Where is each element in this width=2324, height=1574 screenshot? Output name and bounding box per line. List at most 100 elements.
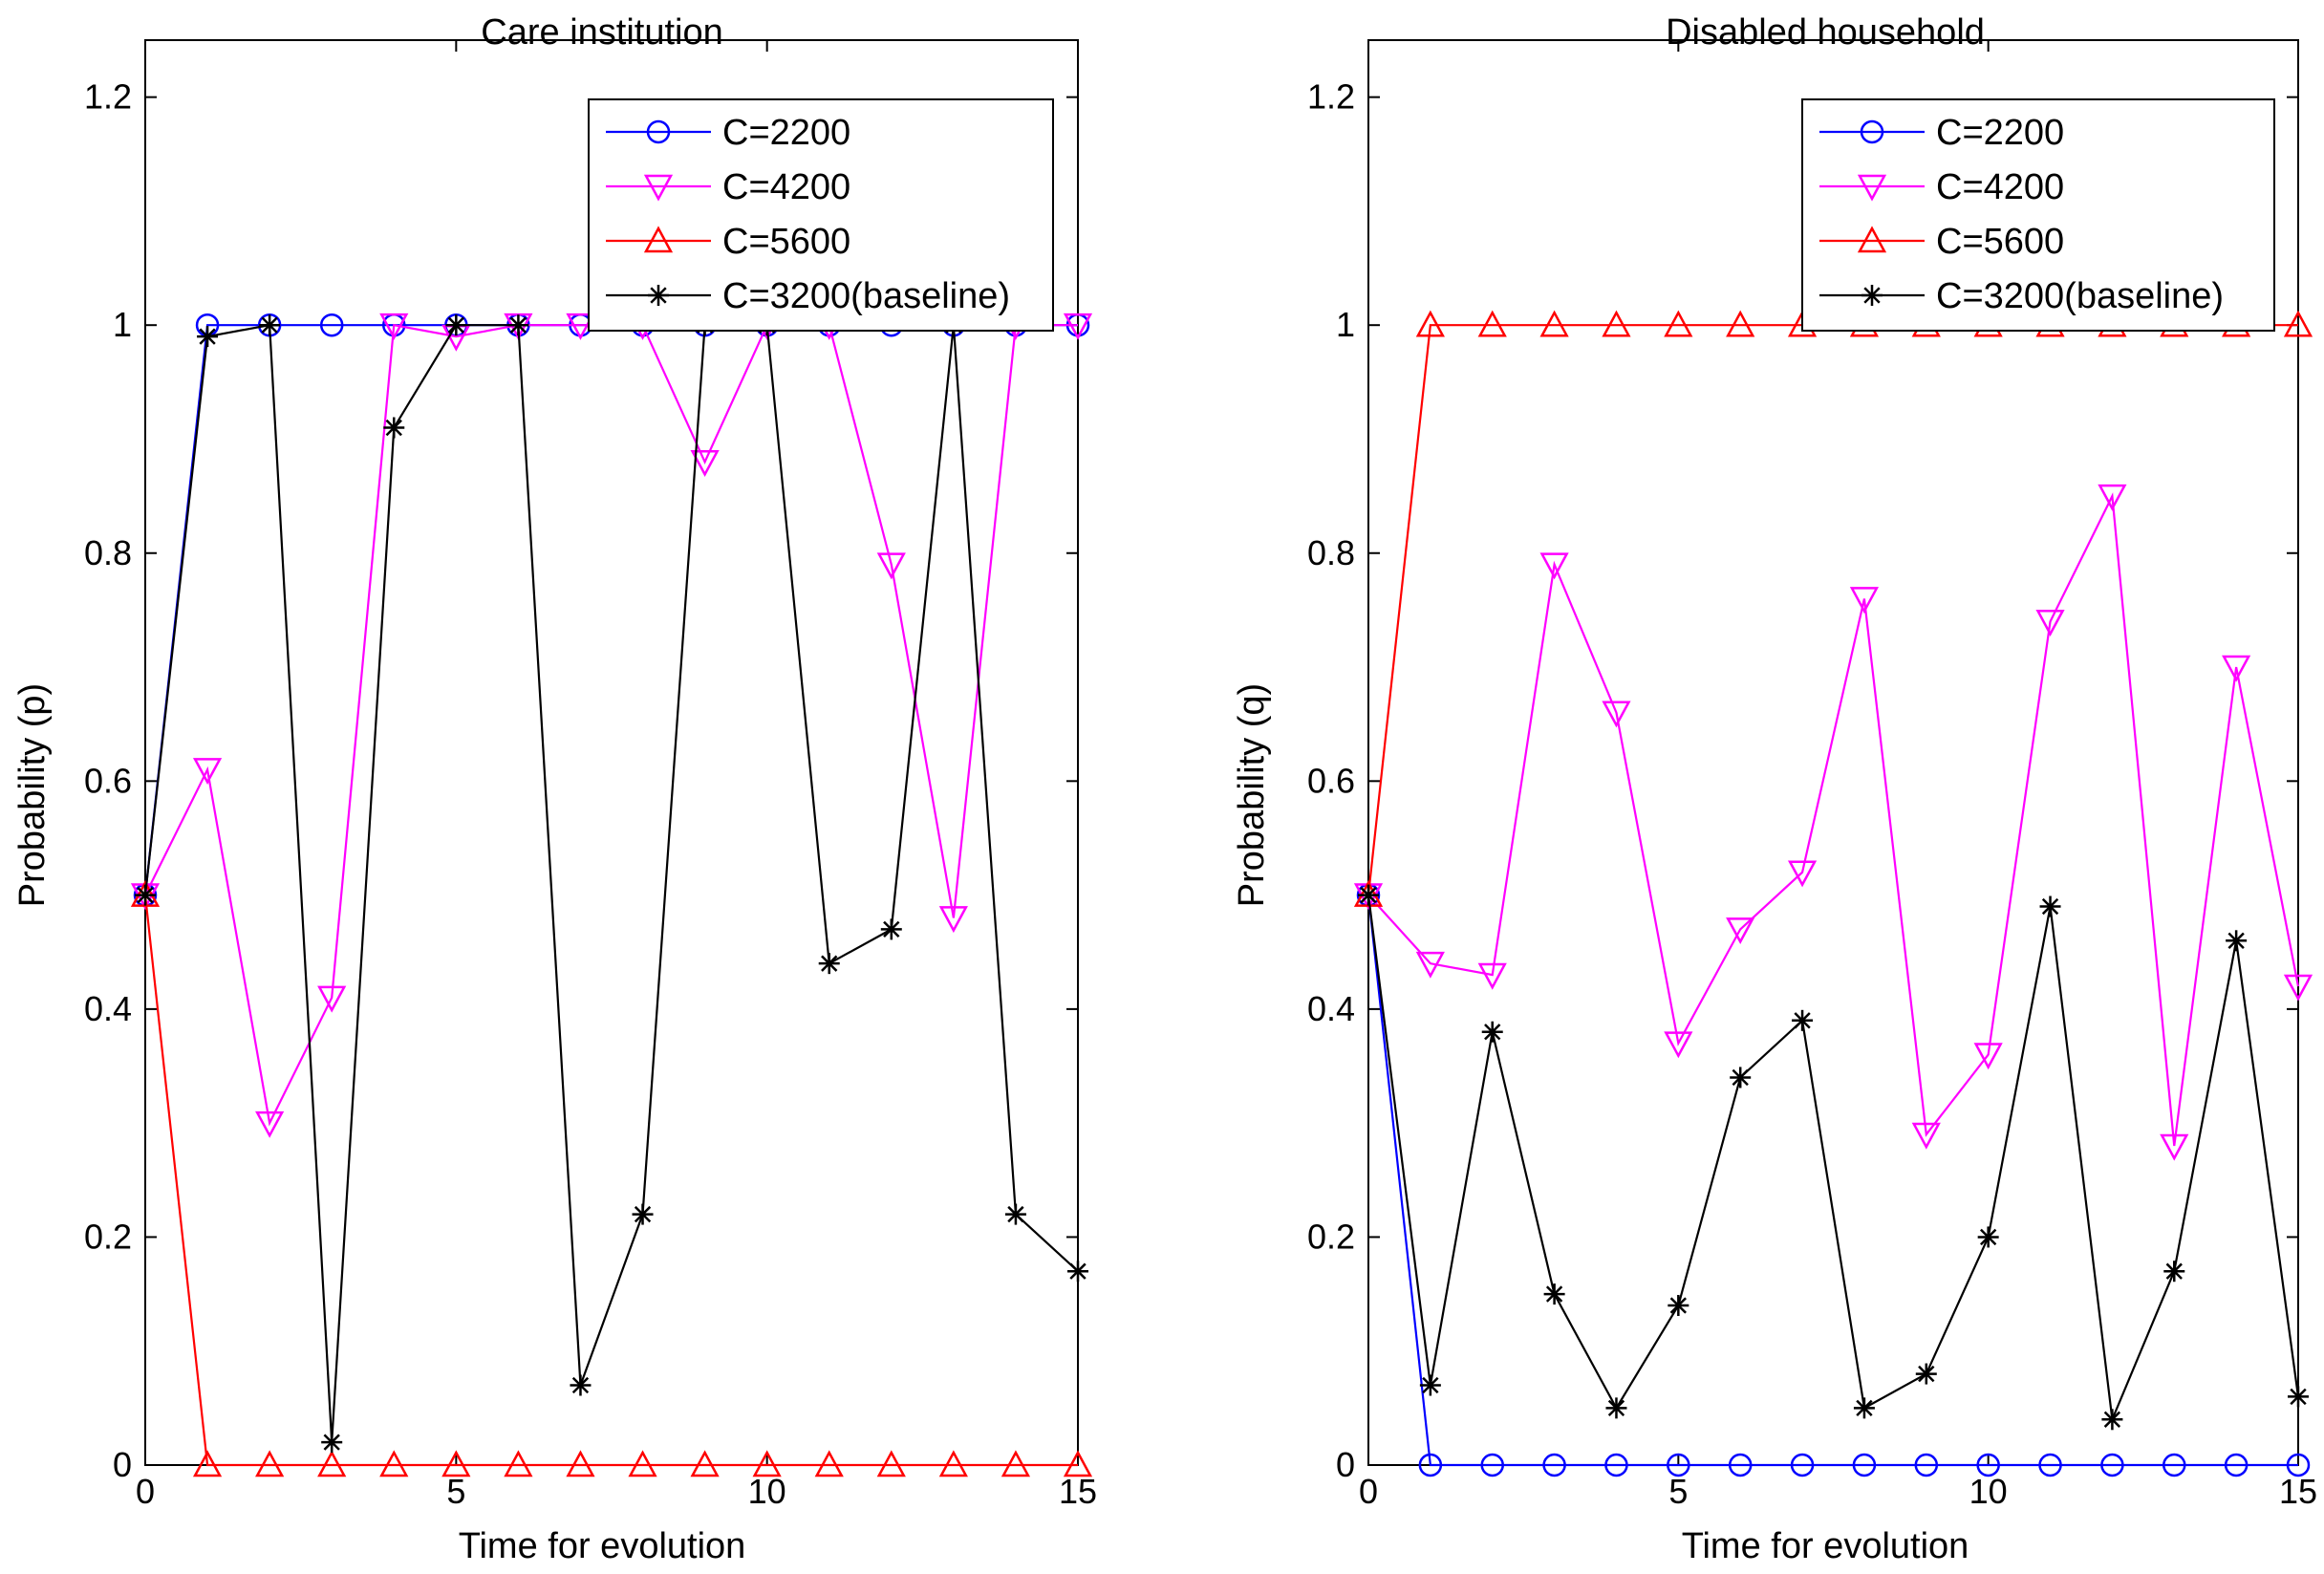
data-point — [1480, 1453, 1504, 1477]
series-C=5600 — [130, 879, 1093, 1477]
legend-label: C=3200(baseline) — [1936, 276, 2224, 316]
data-point — [1973, 1043, 2003, 1070]
x-tick-label: 15 — [1059, 1472, 1097, 1511]
data-point — [2101, 1409, 2123, 1431]
legend-item: C=2200 — [606, 113, 850, 153]
data-point — [1915, 1363, 1937, 1385]
y-tick-label: 0.6 — [1307, 761, 1355, 800]
series-line — [1367, 492, 2300, 1147]
y-axis-label: Probability (q) — [1232, 683, 1272, 907]
data-point — [2283, 310, 2313, 337]
x-tick-label: 10 — [748, 1472, 786, 1511]
data-point — [259, 314, 281, 336]
legend-marker — [1861, 285, 1883, 306]
legend-label: C=3200(baseline) — [722, 276, 1010, 316]
data-point — [690, 1450, 720, 1477]
data-point — [876, 552, 906, 580]
series-line — [143, 323, 1079, 1443]
data-point — [445, 314, 467, 336]
data-point — [1477, 962, 1507, 990]
data-point — [2038, 1453, 2062, 1477]
data-point — [2100, 1453, 2124, 1477]
legend-item: C=4200 — [606, 167, 850, 207]
data-point — [1415, 951, 1445, 979]
data-point — [2283, 974, 2313, 1002]
legend-marker — [1857, 226, 1887, 253]
data-point — [1728, 1453, 1753, 1477]
data-point — [1792, 1009, 1814, 1031]
data-point — [752, 1450, 782, 1477]
y-tick-label: 0.4 — [84, 989, 132, 1028]
y-tick-label: 0 — [1336, 1445, 1355, 1484]
legend: C=2200 C=4200 C=5600 C=3200(baseline) — [1801, 98, 2275, 332]
data-point — [1668, 1295, 1689, 1317]
legend-marker — [643, 226, 674, 253]
data-point — [255, 1450, 285, 1477]
data-point — [1004, 1203, 1026, 1225]
legend: C=2200 C=4200 C=5600 C=3200(baseline) — [588, 98, 1054, 332]
data-point — [1726, 917, 1755, 945]
x-tick-label: 10 — [1969, 1472, 2008, 1511]
legend-item: C=4200 — [1819, 167, 2064, 207]
data-point — [192, 758, 223, 786]
data-point — [1063, 313, 1093, 340]
data-point — [1605, 1397, 1627, 1419]
data-point — [1067, 1261, 1088, 1283]
data-point — [2098, 484, 2127, 511]
legend-item: C=5600 — [1819, 222, 2064, 262]
data-point — [317, 1450, 347, 1477]
y-tick-label: 0 — [113, 1445, 132, 1484]
series-line — [1366, 895, 2298, 1467]
legend-label: C=5600 — [1936, 222, 2064, 262]
data-point — [319, 313, 344, 337]
legend-marker — [1857, 174, 1887, 202]
x-axis-label: Time for evolution — [459, 1526, 746, 1566]
data-point — [566, 313, 595, 340]
series-C=2200 — [1356, 883, 2311, 1477]
data-point — [938, 1450, 968, 1477]
legend-marker — [643, 174, 674, 202]
data-point — [1914, 1453, 1939, 1477]
series-line — [1366, 895, 2300, 1424]
data-point — [2163, 1453, 2186, 1477]
data-point — [504, 1450, 533, 1477]
data-point — [2035, 610, 2065, 636]
plot-layer: 0 5 10 1500.20.40.60.811.2C=2200C=4200C=560… — [84, 39, 2317, 1511]
data-point — [1977, 1226, 1999, 1248]
x-tick-label: 15 — [2279, 1472, 2317, 1511]
data-point — [2222, 655, 2251, 682]
data-point — [632, 1203, 654, 1225]
x-tick-label: 0 — [1359, 1472, 1378, 1511]
data-point — [507, 314, 529, 336]
data-point — [1667, 1453, 1690, 1477]
data-point — [690, 450, 720, 477]
y-tick-label: 1.2 — [1307, 77, 1355, 117]
data-point — [818, 953, 840, 975]
chart-title: Disabled household — [1666, 12, 1985, 53]
panel-care-institution: Care institution Time for evolution Prob… — [12, 12, 745, 1566]
legend-label: C=4200 — [722, 167, 850, 207]
data-point — [1543, 1283, 1565, 1305]
plot-area-1: 0 5 10 15 0 0.2 0.4 0.6 0.8 1 1.2 C=2200 C=4200 C=560… — [1307, 39, 2317, 1511]
series-C=3200(baseline) — [1358, 884, 2309, 1431]
legend-label: C=5600 — [722, 222, 850, 262]
data-point — [317, 985, 347, 1013]
legend-marker — [648, 285, 669, 306]
data-point — [1787, 860, 1818, 888]
data-point — [1853, 1397, 1875, 1419]
y-tick-label: 0.2 — [84, 1217, 132, 1256]
data-point — [135, 884, 156, 906]
data-point — [321, 1432, 343, 1454]
data-point — [2288, 1386, 2309, 1408]
data-point — [2224, 1453, 2249, 1477]
data-point — [1358, 884, 1379, 906]
data-point — [1976, 1453, 2000, 1477]
data-point — [1481, 1021, 1503, 1043]
data-point — [876, 1450, 906, 1477]
legend-label: C=4200 — [1936, 167, 2064, 207]
data-point — [1542, 1453, 1566, 1477]
y-tick-label: 0.6 — [84, 761, 132, 800]
data-point — [628, 1450, 657, 1477]
data-point — [814, 1450, 844, 1477]
